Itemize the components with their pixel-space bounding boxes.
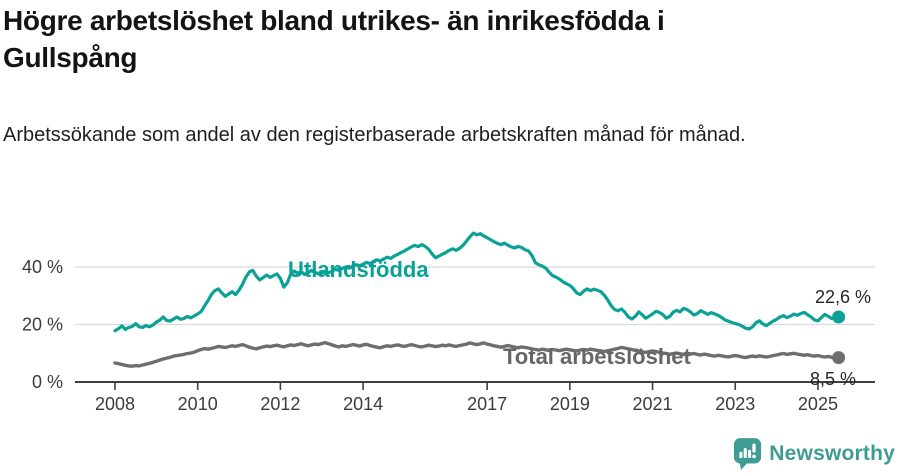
- newsworthy-logo: Newsworthy: [733, 437, 895, 470]
- brand-wordmark: Newsworthy: [769, 441, 895, 465]
- series-label-utlandsfodda: Utlandsfödda: [288, 257, 429, 282]
- x-tick-label: 2019: [550, 394, 590, 414]
- y-tick-label: 40 %: [22, 257, 63, 277]
- x-tick-label: 2025: [798, 394, 838, 414]
- x-tick-label: 2012: [260, 394, 300, 414]
- end-value-label-total: 8,5 %: [810, 369, 856, 389]
- x-tick-label: 2008: [95, 394, 135, 414]
- series-line-total-arbetsloshet: [113, 340, 841, 368]
- x-tick-label: 2010: [178, 394, 218, 414]
- x-tick-label: 2023: [715, 394, 755, 414]
- x-tick-label: 2014: [343, 394, 383, 414]
- x-axis-ticks: 2008 2010 2012 2014 2017 2019 2021 2023 2025: [95, 382, 838, 414]
- series-line-utlandsfodda: [113, 231, 841, 333]
- page-subtitle: Arbetssökande som andel av den registerb…: [3, 124, 746, 146]
- series-label-total-arbetsloshet: Total arbetslöshet: [503, 344, 692, 369]
- x-tick-label: 2021: [633, 394, 673, 414]
- page-title: Högre arbetslöshet bland utrikes- än inr…: [3, 5, 665, 74]
- end-value-label-utlandsfodda: 22,6 %: [815, 287, 871, 307]
- series-endpoint-utlandsfodda: [832, 310, 846, 324]
- series-endpoint-total: [832, 351, 846, 365]
- newsworthy-chart-bubble-icon: [734, 438, 762, 470]
- x-tick-label: 2017: [467, 394, 507, 414]
- y-tick-label: 0 %: [32, 372, 63, 392]
- y-tick-label: 20 %: [22, 315, 63, 335]
- y-axis-labels: 0 % 20 % 40 %: [22, 257, 63, 392]
